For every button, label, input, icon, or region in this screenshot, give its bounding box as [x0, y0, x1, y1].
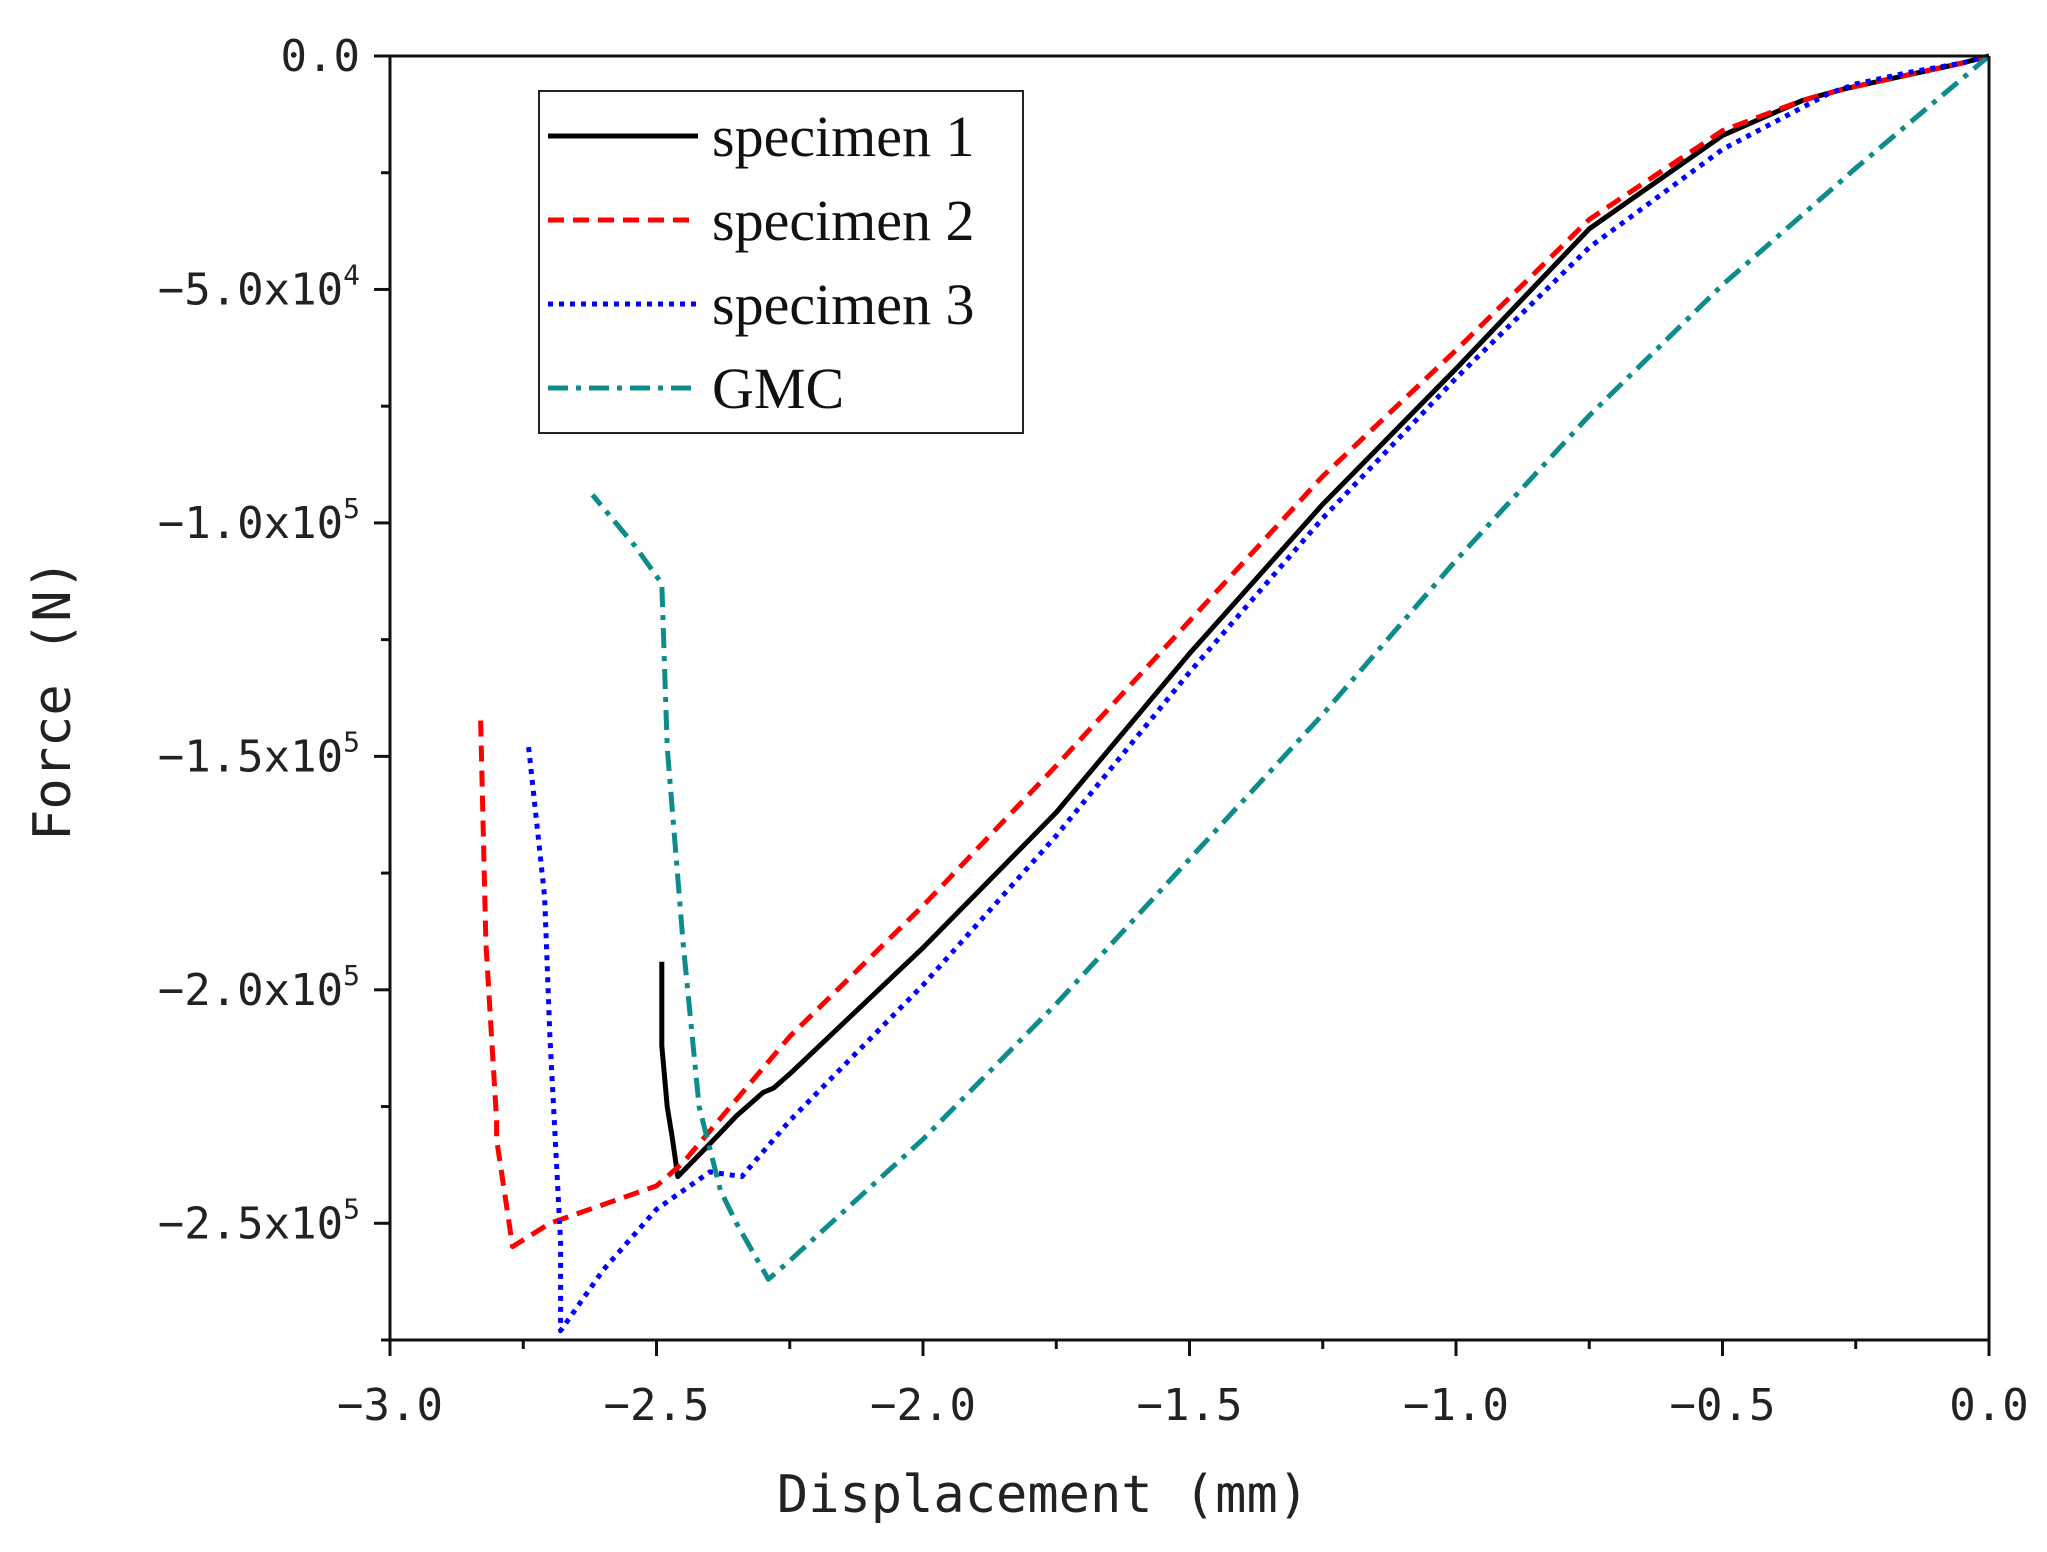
y-tick-label-3: −1.5x105: [158, 725, 360, 782]
y-axis-title: Force (N): [23, 559, 83, 841]
x-tick-label-3: −1.5: [1137, 1380, 1243, 1431]
y-tick-label-0: 0.0: [281, 31, 360, 82]
x-tick-label-1: −2.5: [604, 1380, 710, 1431]
legend-label-specimen-1: specimen 1: [712, 104, 975, 169]
x-tick-label-0: −3.0: [337, 1380, 443, 1431]
series-specimen-2: [478, 53, 1990, 1250]
x-tick-label-6: 0.0: [1949, 1380, 2028, 1431]
axes-frame: [388, 54, 1991, 1342]
x-tick-label-5: −0.5: [1670, 1380, 1776, 1431]
x-tick-label-4: −1.0: [1403, 1380, 1509, 1431]
series-gmc: [590, 54, 1991, 1282]
x-axis-title: Displacement (mm): [777, 1465, 1309, 1525]
legend-label-specimen-2: specimen 2: [712, 188, 975, 253]
series-specimen-3: [526, 53, 1990, 1334]
legend-label-specimen-3: specimen 3: [712, 272, 975, 337]
x-tick-label-2: −2.0: [870, 1380, 976, 1431]
y-tick-label-1: −5.0x104: [158, 258, 360, 315]
axis-ticks: −3.0 −2.5 −2.0 −1.5 −1.0 −0.5 0.0 0.0 −5.0x104 −1…: [158, 31, 2029, 1431]
y-tick-label-2: −1.0x105: [158, 492, 360, 549]
legend-label-gmc: GMC: [712, 356, 844, 421]
y-tick-label-5: −2.5x105: [158, 1192, 360, 1249]
data-series: [478, 53, 1991, 1334]
y-tick-label-4: −2.0x105: [158, 959, 360, 1016]
legend-box: [538, 90, 1024, 434]
legend: specimen 1 specimen 2 specimen 3 GMC: [538, 90, 1024, 434]
